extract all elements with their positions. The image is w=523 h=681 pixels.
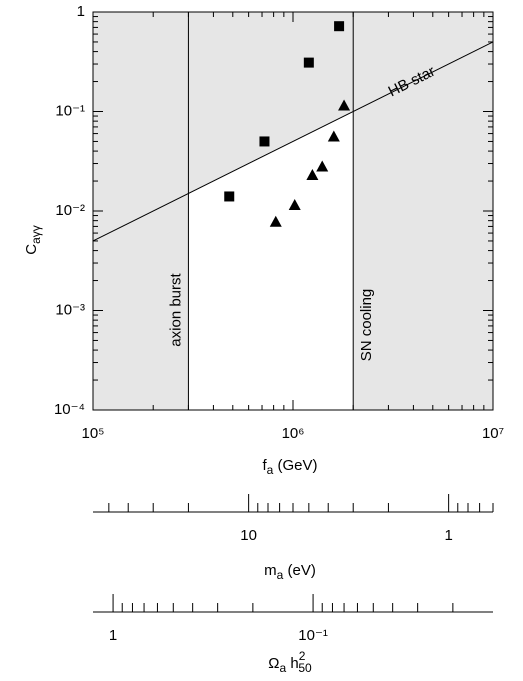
axis-tick-label: 10⁻¹ — [298, 627, 328, 644]
bound-label: SN cooling — [358, 289, 375, 362]
x-tick-label: 10⁶ — [282, 425, 305, 442]
triangle-point — [338, 99, 351, 111]
y-tick-label: 10⁻⁴ — [54, 401, 85, 418]
label-part: h — [286, 655, 299, 672]
x-axis-label: fa (GeV) — [262, 457, 317, 477]
allowed-region — [188, 111, 354, 410]
label-part: a — [267, 463, 274, 477]
y-tick-label: 1 — [77, 3, 85, 20]
square-point — [334, 21, 345, 32]
label-part: f — [262, 457, 267, 474]
label-part: Ω — [268, 655, 279, 672]
label-part: (GeV) — [273, 457, 317, 474]
triangle-point — [288, 198, 301, 210]
label-part: aγγ — [29, 225, 43, 244]
label-part: m — [264, 562, 277, 579]
label-part: (eV) — [283, 562, 316, 579]
y-axis-label: Caγγ — [23, 225, 43, 255]
triangle-point — [306, 169, 319, 181]
label-part: a — [277, 568, 284, 582]
bound-label: axion burst — [167, 272, 184, 346]
square-point — [259, 136, 270, 147]
axis-tick-label: 10 — [240, 527, 257, 544]
y-tick-label: 10⁻² — [55, 202, 85, 219]
axis-tick-label: 1 — [444, 527, 452, 544]
y-tick-label: 10⁻³ — [55, 301, 85, 318]
square-point — [303, 57, 314, 68]
label-part: C — [23, 244, 40, 255]
axis-tick-label: 1 — [109, 627, 117, 644]
label-part: 2 — [299, 649, 306, 663]
label-part: a — [279, 661, 286, 675]
y-tick-label: 10⁻¹ — [55, 102, 85, 119]
axis-label: ma (eV) — [264, 562, 316, 582]
x-tick-label: 10⁷ — [482, 425, 504, 442]
triangle-point — [327, 130, 340, 142]
axis-label: Ωa h2 50 — [268, 649, 312, 675]
triangle-point — [316, 160, 329, 172]
triangle-point — [269, 215, 282, 227]
label-part: 50 — [298, 661, 312, 675]
x-tick-label: 10⁵ — [82, 425, 105, 442]
hb-line — [92, 41, 494, 242]
square-point — [224, 191, 235, 202]
